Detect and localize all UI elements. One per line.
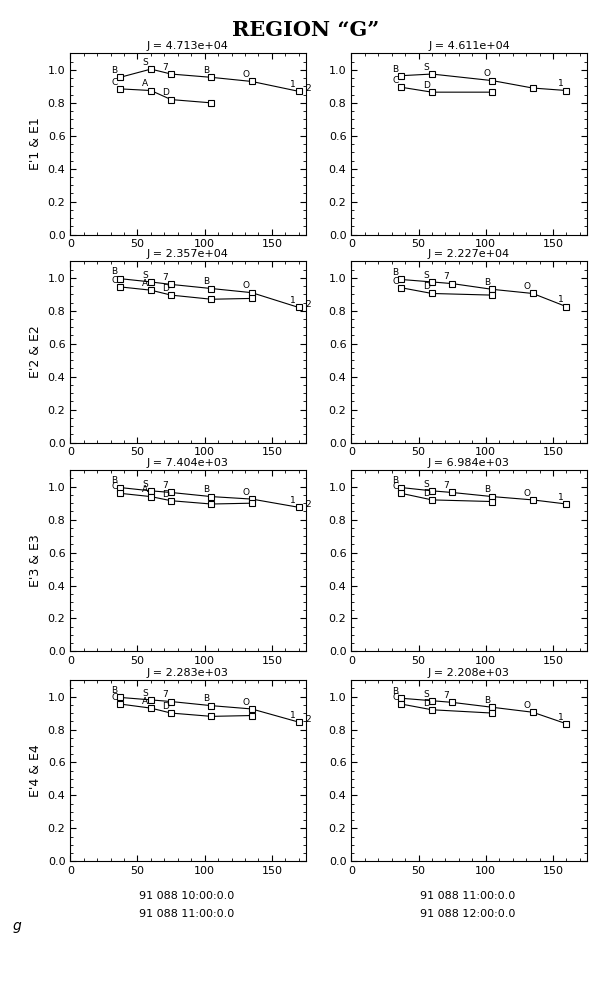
Text: S: S xyxy=(142,58,148,67)
Title: J = 7.404e+03: J = 7.404e+03 xyxy=(147,458,229,468)
Text: D: D xyxy=(162,284,169,293)
Text: O: O xyxy=(524,282,531,291)
Text: B: B xyxy=(111,686,117,695)
Text: 7: 7 xyxy=(163,690,169,699)
Text: 2: 2 xyxy=(306,301,312,310)
Title: J = 4.611e+04: J = 4.611e+04 xyxy=(428,42,510,51)
Text: B: B xyxy=(484,485,490,494)
Text: 91 088 11:00:0.0: 91 088 11:00:0.0 xyxy=(139,909,234,919)
Text: O: O xyxy=(524,489,531,498)
Title: J = 4.713e+04: J = 4.713e+04 xyxy=(147,42,229,51)
Y-axis label: E'4 & E4: E'4 & E4 xyxy=(29,744,42,797)
Text: O: O xyxy=(243,281,250,290)
Text: 1: 1 xyxy=(290,296,296,305)
Text: 1: 1 xyxy=(558,79,564,88)
Text: B: B xyxy=(203,277,209,286)
Title: J = 2.208e+03: J = 2.208e+03 xyxy=(428,668,510,678)
Text: B: B xyxy=(203,66,209,75)
Text: 91 088 12:00:0.0: 91 088 12:00:0.0 xyxy=(420,909,515,919)
Text: A: A xyxy=(142,79,148,88)
Text: 7: 7 xyxy=(444,691,450,700)
Text: S: S xyxy=(423,690,430,699)
Y-axis label: E'2 & E2: E'2 & E2 xyxy=(29,326,42,378)
Text: C: C xyxy=(392,76,398,85)
Text: 2: 2 xyxy=(306,500,312,509)
Text: D: D xyxy=(423,699,430,708)
Text: 1: 1 xyxy=(290,496,296,505)
Title: J = 6.984e+03: J = 6.984e+03 xyxy=(428,458,510,468)
Text: 7: 7 xyxy=(163,481,169,490)
Text: 7: 7 xyxy=(444,481,450,490)
Text: 1: 1 xyxy=(558,295,564,305)
Text: 91 088 11:00:0.0: 91 088 11:00:0.0 xyxy=(420,891,515,901)
Text: REGION “G”: REGION “G” xyxy=(232,20,379,40)
Text: C: C xyxy=(392,276,398,285)
Text: S: S xyxy=(423,480,430,489)
Text: B: B xyxy=(484,696,490,705)
Text: C: C xyxy=(111,276,117,285)
Text: B: B xyxy=(111,267,117,276)
Text: B: B xyxy=(111,476,117,485)
Text: O: O xyxy=(243,70,250,79)
Text: 1: 1 xyxy=(290,711,296,720)
Text: 2: 2 xyxy=(306,84,312,93)
Text: g: g xyxy=(12,919,21,933)
Y-axis label: E'1 & E1: E'1 & E1 xyxy=(29,118,42,170)
Text: B: B xyxy=(111,66,117,75)
Text: D: D xyxy=(423,489,430,498)
Text: D: D xyxy=(423,81,430,90)
Text: C: C xyxy=(111,693,117,702)
Text: 2: 2 xyxy=(306,715,312,724)
Text: B: B xyxy=(484,278,490,287)
Title: J = 2.227e+04: J = 2.227e+04 xyxy=(428,249,510,259)
Text: D: D xyxy=(162,88,169,97)
Text: 7: 7 xyxy=(163,63,169,72)
Text: 7: 7 xyxy=(444,272,450,281)
Title: J = 2.283e+03: J = 2.283e+03 xyxy=(147,668,229,678)
Text: A: A xyxy=(142,485,148,494)
Text: O: O xyxy=(524,701,531,710)
Text: A: A xyxy=(142,697,148,706)
Text: B: B xyxy=(392,687,398,696)
Title: J = 2.357e+04: J = 2.357e+04 xyxy=(147,249,229,259)
Text: D: D xyxy=(423,282,430,291)
Text: B: B xyxy=(203,695,209,704)
Text: 91 088 10:00:0.0: 91 088 10:00:0.0 xyxy=(139,891,234,901)
Text: O: O xyxy=(243,698,250,707)
Text: 7: 7 xyxy=(163,273,169,282)
Text: C: C xyxy=(111,77,117,87)
Text: S: S xyxy=(423,271,430,280)
Text: S: S xyxy=(142,689,148,698)
Text: C: C xyxy=(111,482,117,491)
Text: C: C xyxy=(392,693,398,702)
Text: 1: 1 xyxy=(290,80,296,89)
Text: 1: 1 xyxy=(558,493,564,502)
Text: S: S xyxy=(142,271,148,280)
Text: A: A xyxy=(142,279,148,288)
Text: D: D xyxy=(162,489,169,499)
Text: 1: 1 xyxy=(558,713,564,722)
Text: B: B xyxy=(392,268,398,277)
Text: B: B xyxy=(392,476,398,485)
Text: C: C xyxy=(392,482,398,491)
Text: S: S xyxy=(423,63,430,72)
Text: O: O xyxy=(483,69,491,78)
Text: B: B xyxy=(203,485,209,494)
Text: O: O xyxy=(243,488,250,497)
Text: B: B xyxy=(392,64,398,73)
Text: S: S xyxy=(142,480,148,489)
Y-axis label: E'3 & E3: E'3 & E3 xyxy=(29,535,42,587)
Text: D: D xyxy=(162,702,169,711)
